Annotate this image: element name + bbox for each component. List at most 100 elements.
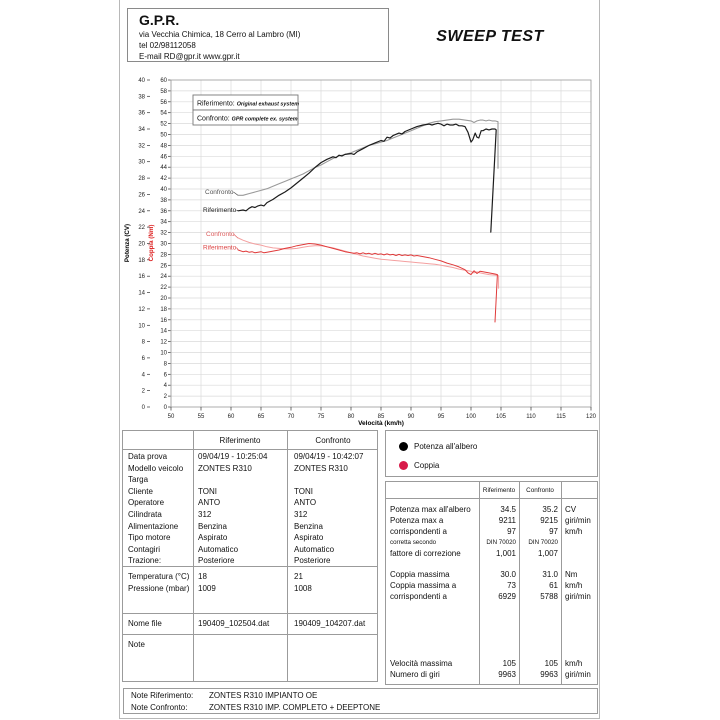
note-row: Note Confronto: ZONTES R310 IMP. COMPLETO…	[131, 702, 597, 714]
info-row: Cilindrata 312 312	[123, 509, 377, 521]
header-cell-confronto: Confronto	[315, 435, 351, 445]
result-riferimento: 9963	[498, 670, 516, 679]
svg-text:95: 95	[438, 414, 445, 420]
result-confronto: 105	[544, 659, 558, 668]
note-row: Note Riferimento: ZONTES R310 IMPIANTO OE	[131, 690, 597, 702]
result-riferimento: 1,001	[495, 549, 516, 558]
results-row: corrispondenti a 6929 5788 giri/min	[386, 591, 597, 602]
result-confronto: 31.0	[542, 570, 558, 579]
field-value	[193, 474, 287, 486]
field-value: TONI	[198, 486, 217, 496]
result-unit: giri/min	[565, 670, 591, 679]
result-label: corrispondenti a	[390, 527, 447, 536]
series-potenza-confronto	[237, 118, 499, 196]
field-value: Posteriore	[294, 556, 331, 566]
field-label: Trazione:	[128, 556, 162, 566]
svg-text:46: 46	[160, 154, 167, 160]
result-unit: CV	[565, 505, 577, 514]
field-value: 09/04/19 - 10:25:04	[198, 452, 268, 461]
results-row: corrispondenti a 97 97 km/h	[386, 526, 597, 537]
chart-legend-box	[192, 109, 299, 126]
result-label: Potenza max a	[390, 516, 444, 525]
result-label: corretta secondo	[390, 539, 437, 546]
report-title: SWEEP TEST	[436, 28, 544, 45]
svg-text:12: 12	[160, 340, 167, 346]
curve-legend-box: Potenza all'albero Coppia	[385, 430, 598, 477]
info-row: Temperatura (°C) 18 21	[123, 571, 377, 583]
svg-text:18: 18	[160, 307, 167, 313]
info-row: Tipo motore Aspirato Aspirato	[123, 532, 377, 544]
torque-axis-title: Coppia (Nm)	[148, 225, 155, 262]
svg-text:52: 52	[160, 122, 167, 128]
results-group: Coppia massima 30.0 31.0 Nm Coppia massima a…	[386, 569, 597, 602]
header-cell-confronto: Confronto	[526, 486, 554, 494]
result-unit: km/h	[565, 527, 583, 536]
svg-text:70: 70	[288, 414, 295, 420]
svg-text:50: 50	[168, 414, 175, 420]
result-riferimento: 97	[507, 527, 516, 536]
result-label: Numero di giri	[390, 670, 440, 679]
result-label: Coppia massima	[390, 570, 450, 579]
field-value	[287, 474, 379, 486]
field-value: 312	[294, 509, 308, 519]
svg-text:100: 100	[466, 414, 477, 420]
svg-text:14: 14	[138, 291, 145, 297]
result-riferimento: 30.0	[500, 570, 516, 579]
field-label: Temperatura (°C)	[128, 572, 190, 581]
results-group: Velocità massima 105 105 km/h Numero di giri…	[386, 658, 597, 680]
result-confronto: 1,007	[537, 549, 558, 558]
results-group: Potenza max all'albero 34.5 35.2 CV Potenza …	[386, 504, 597, 559]
svg-text:85: 85	[378, 414, 385, 420]
svg-text:38: 38	[138, 94, 145, 100]
note-value: ZONTES R310 IMPIANTO OE	[209, 691, 318, 700]
svg-text:40: 40	[160, 187, 167, 193]
svg-text:60: 60	[228, 414, 235, 420]
info-row: Targa	[123, 474, 377, 486]
info-section: Nome file 190409_102504.dat 190409_104207.…	[123, 613, 377, 634]
result-confronto: 9215	[540, 516, 558, 525]
field-value: ANTO	[198, 498, 221, 508]
result-confronto: DIN 70020	[528, 539, 558, 546]
torque-dot-icon	[399, 461, 408, 470]
svg-text:8: 8	[164, 361, 168, 367]
svg-text:18: 18	[138, 258, 145, 264]
svg-text:4: 4	[142, 372, 146, 378]
svg-text:6: 6	[164, 372, 168, 378]
legend-label: Coppia	[414, 461, 440, 470]
field-label: Data prova	[128, 452, 168, 461]
svg-text:26: 26	[160, 263, 167, 269]
svg-text:36: 36	[160, 209, 167, 215]
svg-text:54: 54	[160, 111, 167, 117]
table-divider	[561, 482, 562, 684]
svg-text:110: 110	[526, 414, 536, 420]
curve-label: Riferimento	[203, 207, 237, 214]
results-row: Velocità massima 105 105 km/h	[386, 658, 597, 669]
svg-text:14: 14	[160, 329, 167, 335]
info-row: Pressione (mbar) 1009 1008	[123, 583, 377, 595]
svg-text:26: 26	[138, 192, 145, 198]
field-value: 1008	[294, 583, 312, 593]
company-phone: tel 02/98112058	[139, 41, 196, 50]
result-confronto: 61	[549, 581, 558, 590]
svg-text:20: 20	[138, 242, 145, 248]
svg-text:16: 16	[138, 274, 145, 280]
note-label: Note Confronto:	[131, 703, 188, 712]
svg-text:4: 4	[164, 383, 168, 389]
info-row: Trazione: Posteriore Posteriore	[123, 555, 377, 567]
note-label: Note Riferimento:	[131, 691, 194, 700]
svg-text:48: 48	[160, 143, 167, 149]
field-value: Automatico	[294, 544, 335, 554]
svg-text:44: 44	[160, 165, 167, 171]
result-riferimento: 9211	[498, 516, 516, 525]
field-value: Aspirato	[294, 533, 324, 543]
result-confronto: 97	[549, 527, 558, 536]
result-unit: giri/min	[565, 592, 591, 601]
curve-label: Confronto	[206, 231, 235, 238]
svg-text:60: 60	[160, 78, 167, 84]
field-value: Automatico	[198, 544, 239, 554]
result-unit: km/h	[565, 659, 583, 668]
field-value: 312	[198, 509, 212, 519]
field-label: Nome file	[128, 619, 162, 628]
svg-text:42: 42	[160, 176, 167, 182]
svg-text:8: 8	[142, 340, 146, 346]
